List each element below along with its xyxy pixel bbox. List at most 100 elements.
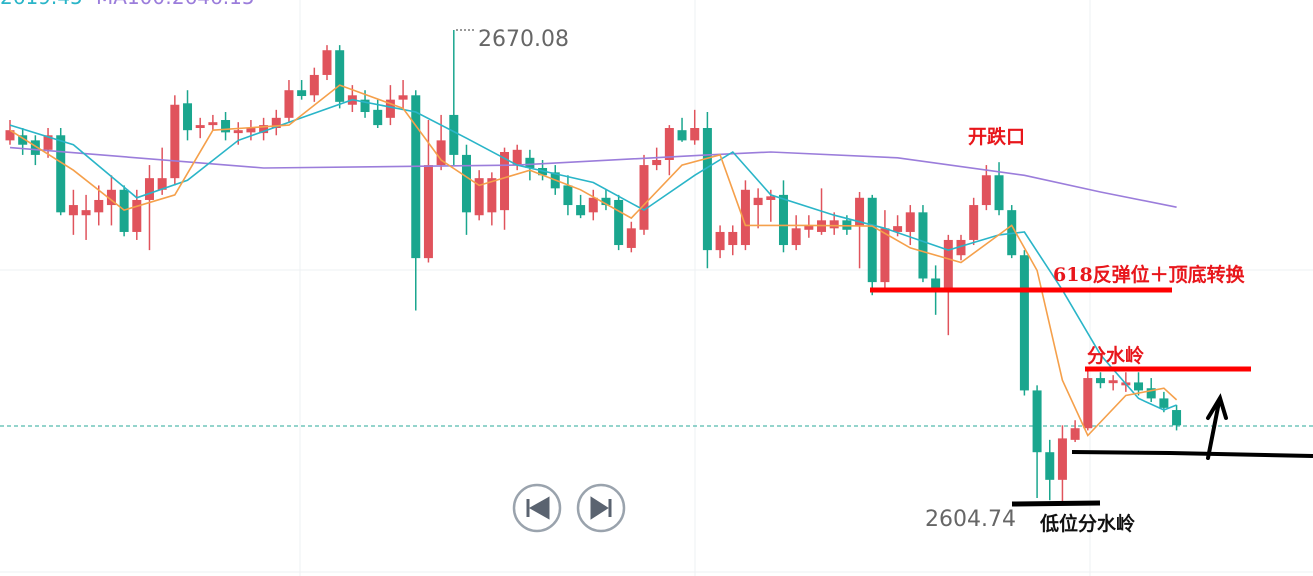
candle-body	[1172, 410, 1182, 426]
candle-body	[918, 212, 928, 279]
annotation: 低位分水岭	[1039, 512, 1135, 535]
candle-body	[690, 128, 700, 141]
candle-body	[360, 99, 370, 113]
low-label: 2604.74	[925, 507, 1016, 532]
next-button[interactable]	[576, 483, 626, 533]
candle-body	[208, 122, 218, 126]
prev-button[interactable]	[512, 483, 562, 533]
candle-body	[322, 50, 332, 75]
annotation: 分水岭	[1087, 344, 1144, 367]
candle-body	[373, 109, 383, 126]
candle-body	[677, 130, 687, 141]
candle-body	[1108, 380, 1118, 384]
annotation: 开跌口	[968, 125, 1025, 148]
candle-body	[233, 130, 243, 134]
prev-icon[interactable]	[526, 496, 550, 520]
candle-body	[1095, 378, 1105, 384]
candle-body	[221, 120, 231, 133]
header-price: 2619.45	[0, 0, 83, 9]
candle-body	[271, 117, 281, 129]
candle-body	[94, 199, 104, 213]
candle-body	[715, 231, 725, 251]
candle-body	[195, 125, 205, 129]
annotation-arrow	[1206, 393, 1228, 460]
candle-body	[335, 50, 345, 102]
candle-body	[500, 151, 510, 211]
candle-body	[1032, 390, 1042, 453]
candle-body	[855, 197, 865, 226]
candle-body	[411, 95, 421, 259]
candle-body	[931, 278, 941, 291]
candle-body	[183, 103, 193, 131]
annotation-line	[1011, 500, 1101, 507]
candle-body	[563, 185, 573, 206]
candle-body	[880, 228, 890, 283]
candle-body	[728, 231, 738, 246]
candle-body	[576, 205, 586, 216]
next-icon[interactable]	[590, 496, 612, 520]
candle-body	[1134, 382, 1144, 391]
candle-body	[778, 194, 788, 246]
candle-body	[588, 197, 598, 213]
ma-line	[9, 84, 1178, 437]
candle-body	[512, 149, 522, 166]
candle-body	[385, 99, 395, 118]
candle-body	[943, 239, 953, 291]
candle-body	[702, 128, 712, 251]
candle-body	[81, 210, 91, 216]
candle-body	[106, 189, 116, 206]
candle-body	[525, 157, 535, 168]
candle-body	[246, 128, 256, 133]
candle-body	[259, 125, 269, 134]
candle-body	[1019, 255, 1029, 391]
candle-body	[766, 196, 776, 200]
candle-body	[398, 95, 408, 100]
candle-body	[1057, 438, 1067, 480]
candle-body	[170, 104, 180, 179]
candle-body	[601, 197, 611, 206]
candle-body	[956, 239, 966, 256]
candle-body	[68, 205, 78, 216]
candle-body	[791, 228, 801, 246]
annotation: 618反弹位＋顶底转换	[1053, 263, 1246, 286]
candle-body	[1070, 428, 1080, 440]
candle-body	[614, 199, 624, 246]
candle-body	[487, 178, 497, 213]
candle-body	[144, 178, 154, 200]
marks	[5, 30, 1182, 505]
candle-body	[753, 197, 763, 206]
header-ma: MA100:2646.15	[96, 0, 255, 9]
candle-body	[1045, 452, 1055, 480]
candle-body	[1146, 388, 1156, 399]
candle-body	[1159, 398, 1169, 408]
candle-body	[56, 135, 66, 213]
high-label: 2670.08	[478, 27, 569, 52]
candle-body	[18, 135, 28, 145]
candle-body	[893, 226, 903, 232]
candle-body	[43, 135, 53, 150]
candle-body	[474, 178, 484, 216]
candle-body	[740, 189, 750, 246]
candle-body	[436, 140, 446, 166]
candle-body	[297, 90, 307, 97]
candle-body	[994, 175, 1004, 211]
candle-body	[1083, 378, 1093, 429]
annotation-line	[1071, 450, 1313, 458]
candle-body	[626, 228, 636, 248]
candle-body	[829, 220, 839, 229]
candle-body	[461, 154, 471, 213]
candle-body	[157, 178, 167, 190]
candle-body	[639, 165, 649, 230]
candle-body	[5, 130, 15, 141]
candle-body	[804, 225, 814, 230]
candle-body	[132, 199, 142, 232]
candle-body	[284, 90, 294, 118]
candle-body	[449, 114, 459, 155]
candle-body	[664, 128, 674, 160]
candle-body	[867, 197, 877, 283]
candle-body	[652, 159, 662, 166]
candle-body	[981, 175, 991, 206]
candle-body	[309, 74, 319, 96]
